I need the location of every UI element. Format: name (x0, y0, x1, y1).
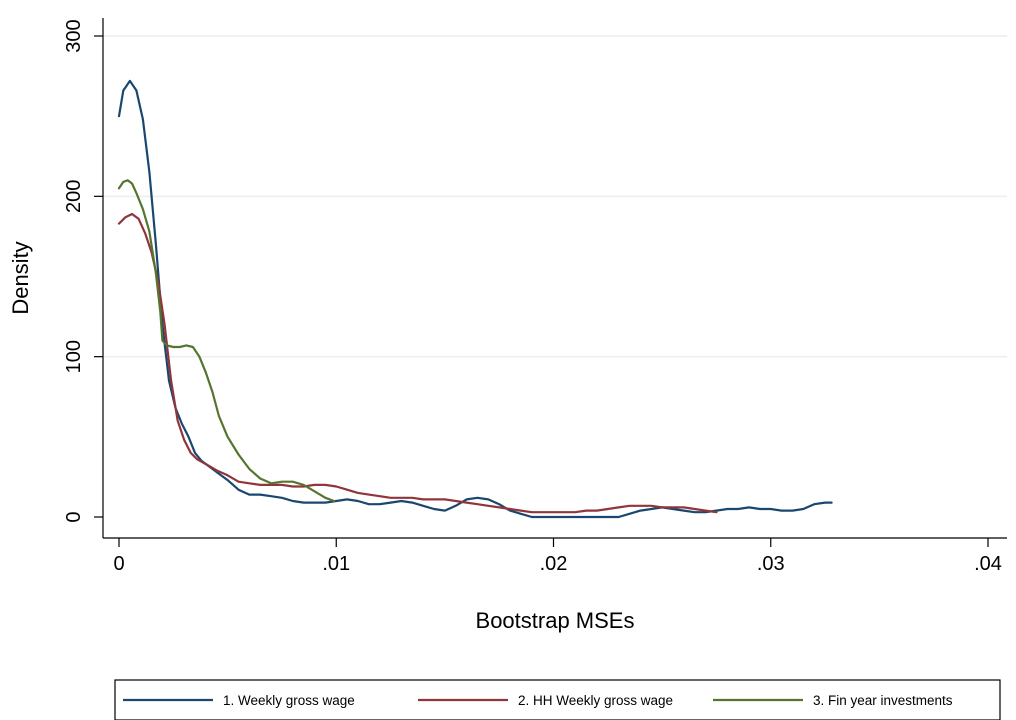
legend-label-2: 2. HH Weekly gross wage (518, 693, 673, 708)
axes: 0 100 200 300 0 .01 .02 .03 .04 (63, 18, 1007, 575)
legend-box (114, 679, 1001, 720)
legend-label-1: 1. Weekly gross wage (223, 693, 355, 708)
y-tick-label-3: 300 (63, 19, 85, 52)
y-axis-label: Density (8, 241, 33, 314)
y-tick-label-2: 200 (63, 180, 85, 213)
series-layer (117, 79, 833, 519)
legend-label-3: 3. Fin year investments (813, 693, 953, 708)
legend: 1. Weekly gross wage 2. HH Weekly gross w… (114, 679, 1001, 720)
x-tick-label-1: .01 (322, 553, 350, 575)
x-tick-label-2: .02 (540, 553, 568, 575)
grid-lines (103, 35, 1007, 358)
x-tick-label-4: .04 (974, 553, 1002, 575)
series-line-1 (117, 79, 833, 519)
y-tick-label-1: 100 (63, 340, 85, 373)
x-tick-label-0: 0 (113, 553, 124, 575)
x-tick-label-3: .03 (757, 553, 785, 575)
x-axis-label: Bootstrap MSEs (476, 608, 635, 633)
y-tick-label-0: 0 (63, 511, 85, 522)
series-line-2 (117, 212, 718, 514)
series-line-3 (117, 179, 336, 503)
